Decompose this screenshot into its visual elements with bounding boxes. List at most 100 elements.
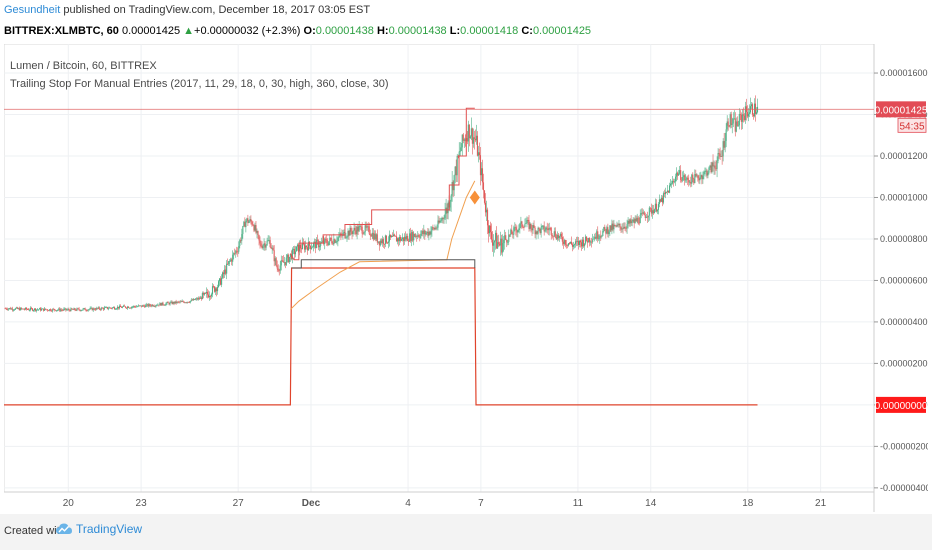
candle-body bbox=[305, 245, 308, 248]
candle-body bbox=[53, 308, 55, 310]
candle-body bbox=[695, 174, 697, 176]
candle-body bbox=[746, 112, 748, 117]
candle-body bbox=[404, 236, 406, 242]
candle-body bbox=[440, 220, 442, 222]
countdown-label: 54:35 bbox=[899, 121, 924, 132]
series-title[interactable]: Lumen / Bitcoin, 60, BITTREX bbox=[10, 60, 157, 72]
candle-body bbox=[356, 226, 358, 235]
candle-body bbox=[300, 248, 303, 250]
candle-body bbox=[556, 234, 558, 240]
last-price-label: 0.00001425 bbox=[875, 105, 928, 116]
candle-body bbox=[672, 180, 674, 184]
candle-body bbox=[664, 191, 667, 195]
price-chart[interactable]: 0.000016000.000014000.000012000.00001000… bbox=[4, 44, 928, 512]
candle-body bbox=[645, 216, 647, 218]
candle-body bbox=[365, 225, 367, 228]
candle-body bbox=[222, 272, 224, 278]
candle-body bbox=[282, 260, 284, 263]
candle-body bbox=[570, 241, 573, 245]
candle-body bbox=[502, 243, 504, 253]
candle-body bbox=[631, 221, 633, 224]
candle-body bbox=[62, 309, 64, 311]
candle-body bbox=[358, 226, 360, 232]
x-tick-label: 4 bbox=[405, 498, 411, 509]
candle-body bbox=[531, 228, 533, 231]
candle-body bbox=[725, 129, 727, 141]
candle-body bbox=[319, 245, 321, 248]
candle-body bbox=[19, 307, 21, 311]
candle-body bbox=[226, 263, 228, 274]
candle-body bbox=[36, 309, 38, 311]
candle-body bbox=[722, 141, 724, 157]
candle-body bbox=[412, 232, 414, 241]
candle-body bbox=[291, 249, 293, 260]
candle-body bbox=[139, 305, 141, 307]
high-label: H: bbox=[376, 25, 389, 37]
candle-body bbox=[580, 240, 582, 243]
candle-body bbox=[642, 212, 644, 214]
candle-body bbox=[323, 240, 325, 244]
candle-body bbox=[516, 230, 518, 233]
tradingview-logo[interactable]: TradingView bbox=[56, 522, 142, 536]
candle-body bbox=[657, 204, 659, 210]
low-value: 0.00001418 bbox=[460, 25, 519, 37]
candle-body bbox=[473, 137, 475, 139]
candle-body bbox=[666, 190, 669, 192]
candle-body bbox=[98, 307, 100, 310]
candle-body bbox=[734, 118, 736, 132]
candle-body bbox=[173, 302, 175, 304]
y-tick-label: -0.00000400 bbox=[880, 483, 928, 493]
candle-body bbox=[659, 199, 661, 202]
candle-body bbox=[708, 167, 710, 173]
candle-body bbox=[555, 236, 557, 240]
candle-body bbox=[14, 308, 16, 310]
candle-body bbox=[422, 230, 424, 235]
candle-body bbox=[441, 217, 443, 221]
publish-info: Gesundheit published on TradingView.com,… bbox=[4, 4, 370, 16]
candle-body bbox=[281, 260, 283, 262]
candle-body bbox=[174, 301, 176, 304]
candle-body bbox=[429, 231, 431, 235]
candle-body bbox=[82, 308, 84, 310]
candle-body bbox=[532, 225, 534, 231]
candle-body bbox=[703, 171, 705, 177]
candle-body bbox=[284, 262, 286, 265]
candle-body bbox=[159, 303, 161, 306]
candle-body bbox=[450, 195, 452, 202]
candle-body bbox=[371, 232, 373, 237]
candle-body bbox=[46, 309, 48, 311]
candle-body bbox=[102, 308, 104, 310]
candle-body bbox=[400, 237, 402, 241]
candle-body bbox=[374, 233, 376, 240]
candle-body bbox=[550, 227, 552, 235]
candle-body bbox=[270, 246, 272, 249]
candle-body bbox=[415, 235, 417, 237]
candle-body bbox=[720, 156, 722, 157]
y-tick-label: 0.00000600 bbox=[880, 275, 928, 285]
candle-body bbox=[203, 292, 205, 295]
candle-body bbox=[729, 114, 731, 127]
candle-body bbox=[283, 262, 285, 263]
candle-body bbox=[495, 232, 497, 241]
candle-body bbox=[411, 232, 413, 241]
candle-body bbox=[393, 234, 396, 236]
candle-body bbox=[715, 168, 717, 170]
indicator-title[interactable]: Trailing Stop For Manual Entries (2017, … bbox=[10, 78, 389, 90]
candle-body bbox=[617, 224, 619, 226]
candle-body bbox=[753, 103, 756, 117]
candle-body bbox=[701, 175, 703, 180]
candle-body bbox=[681, 179, 683, 181]
candle-body bbox=[392, 234, 395, 237]
candle-body bbox=[486, 209, 489, 226]
x-tick-label: 14 bbox=[645, 498, 657, 509]
candle-body bbox=[522, 226, 524, 228]
ticker-symbol[interactable]: BITTREX:XLMBTC, 60 bbox=[4, 25, 119, 37]
candle-body bbox=[391, 236, 394, 237]
candle-body bbox=[386, 242, 388, 244]
candle-body bbox=[402, 237, 404, 240]
candle-body bbox=[165, 303, 167, 305]
candle-body bbox=[418, 235, 420, 237]
author-link[interactable]: Gesundheit bbox=[4, 4, 61, 16]
candle-body bbox=[623, 226, 625, 229]
candle-body bbox=[710, 165, 712, 173]
